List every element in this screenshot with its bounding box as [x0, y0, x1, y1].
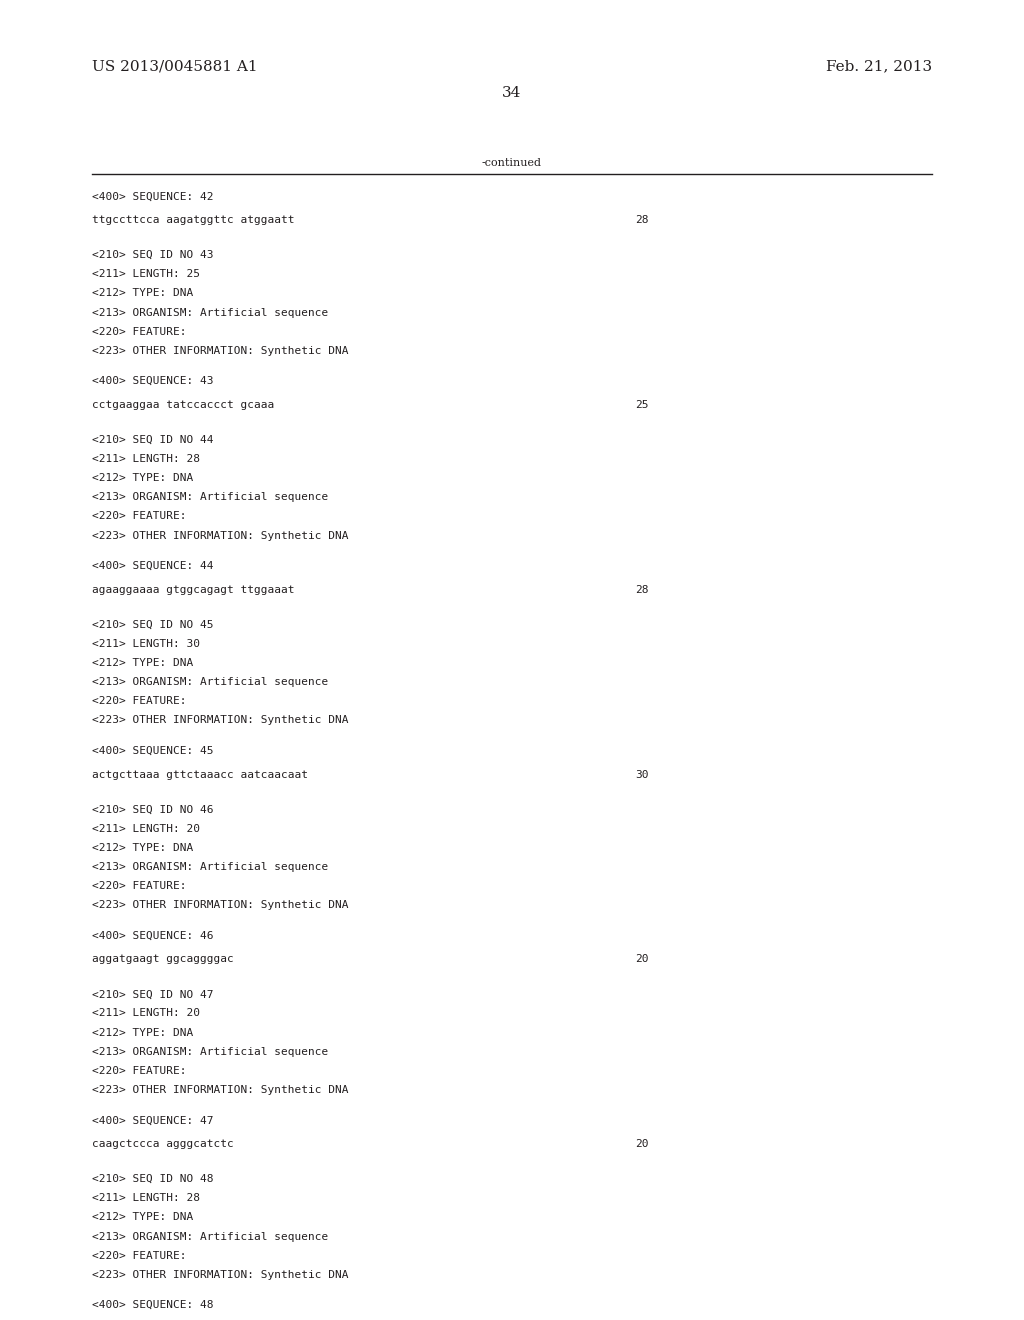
Text: aggatgaagt ggcaggggac: aggatgaagt ggcaggggac [92, 954, 233, 965]
Text: <223> OTHER INFORMATION: Synthetic DNA: <223> OTHER INFORMATION: Synthetic DNA [92, 1270, 348, 1280]
Text: <220> FEATURE:: <220> FEATURE: [92, 1065, 186, 1076]
Text: <213> ORGANISM: Artificial sequence: <213> ORGANISM: Artificial sequence [92, 1232, 329, 1242]
Text: <400> SEQUENCE: 44: <400> SEQUENCE: 44 [92, 561, 214, 572]
Text: <212> TYPE: DNA: <212> TYPE: DNA [92, 1212, 194, 1222]
Text: <210> SEQ ID NO 44: <210> SEQ ID NO 44 [92, 434, 214, 445]
Text: -continued: -continued [482, 158, 542, 169]
Text: <212> TYPE: DNA: <212> TYPE: DNA [92, 288, 194, 298]
Text: <213> ORGANISM: Artificial sequence: <213> ORGANISM: Artificial sequence [92, 677, 329, 688]
Text: <213> ORGANISM: Artificial sequence: <213> ORGANISM: Artificial sequence [92, 308, 329, 318]
Text: <223> OTHER INFORMATION: Synthetic DNA: <223> OTHER INFORMATION: Synthetic DNA [92, 715, 348, 726]
Text: 20: 20 [635, 954, 648, 965]
Text: <211> LENGTH: 30: <211> LENGTH: 30 [92, 639, 200, 649]
Text: <223> OTHER INFORMATION: Synthetic DNA: <223> OTHER INFORMATION: Synthetic DNA [92, 346, 348, 356]
Text: caagctccca agggcatctc: caagctccca agggcatctc [92, 1139, 233, 1150]
Text: 34: 34 [503, 86, 521, 100]
Text: <220> FEATURE:: <220> FEATURE: [92, 326, 186, 337]
Text: <212> TYPE: DNA: <212> TYPE: DNA [92, 473, 194, 483]
Text: <213> ORGANISM: Artificial sequence: <213> ORGANISM: Artificial sequence [92, 862, 329, 873]
Text: <210> SEQ ID NO 47: <210> SEQ ID NO 47 [92, 989, 214, 999]
Text: <223> OTHER INFORMATION: Synthetic DNA: <223> OTHER INFORMATION: Synthetic DNA [92, 1085, 348, 1096]
Text: <212> TYPE: DNA: <212> TYPE: DNA [92, 842, 194, 853]
Text: 28: 28 [635, 215, 648, 226]
Text: US 2013/0045881 A1: US 2013/0045881 A1 [92, 59, 258, 74]
Text: <210> SEQ ID NO 45: <210> SEQ ID NO 45 [92, 619, 214, 630]
Text: <211> LENGTH: 28: <211> LENGTH: 28 [92, 454, 200, 465]
Text: <223> OTHER INFORMATION: Synthetic DNA: <223> OTHER INFORMATION: Synthetic DNA [92, 900, 348, 911]
Text: <211> LENGTH: 20: <211> LENGTH: 20 [92, 824, 200, 834]
Text: <213> ORGANISM: Artificial sequence: <213> ORGANISM: Artificial sequence [92, 1047, 329, 1057]
Text: <211> LENGTH: 20: <211> LENGTH: 20 [92, 1008, 200, 1019]
Text: cctgaaggaa tatccaccct gcaaa: cctgaaggaa tatccaccct gcaaa [92, 400, 274, 411]
Text: <213> ORGANISM: Artificial sequence: <213> ORGANISM: Artificial sequence [92, 492, 329, 503]
Text: <210> SEQ ID NO 46: <210> SEQ ID NO 46 [92, 804, 214, 814]
Text: <400> SEQUENCE: 48: <400> SEQUENCE: 48 [92, 1300, 214, 1311]
Text: <400> SEQUENCE: 42: <400> SEQUENCE: 42 [92, 191, 214, 202]
Text: <400> SEQUENCE: 46: <400> SEQUENCE: 46 [92, 931, 214, 941]
Text: <220> FEATURE:: <220> FEATURE: [92, 511, 186, 521]
Text: <212> TYPE: DNA: <212> TYPE: DNA [92, 657, 194, 668]
Text: Feb. 21, 2013: Feb. 21, 2013 [825, 59, 932, 74]
Text: actgcttaaa gttctaaacc aatcaacaat: actgcttaaa gttctaaacc aatcaacaat [92, 770, 308, 780]
Text: <400> SEQUENCE: 47: <400> SEQUENCE: 47 [92, 1115, 214, 1126]
Text: agaaggaaaa gtggcagagt ttggaaat: agaaggaaaa gtggcagagt ttggaaat [92, 585, 295, 595]
Text: <220> FEATURE:: <220> FEATURE: [92, 1250, 186, 1261]
Text: <210> SEQ ID NO 48: <210> SEQ ID NO 48 [92, 1173, 214, 1184]
Text: 30: 30 [635, 770, 648, 780]
Text: <210> SEQ ID NO 43: <210> SEQ ID NO 43 [92, 251, 214, 260]
Text: <212> TYPE: DNA: <212> TYPE: DNA [92, 1027, 194, 1038]
Text: <220> FEATURE:: <220> FEATURE: [92, 880, 186, 891]
Text: <223> OTHER INFORMATION: Synthetic DNA: <223> OTHER INFORMATION: Synthetic DNA [92, 531, 348, 541]
Text: 25: 25 [635, 400, 648, 411]
Text: <400> SEQUENCE: 45: <400> SEQUENCE: 45 [92, 746, 214, 756]
Text: <220> FEATURE:: <220> FEATURE: [92, 696, 186, 706]
Text: <400> SEQUENCE: 43: <400> SEQUENCE: 43 [92, 376, 214, 387]
Text: 28: 28 [635, 585, 648, 595]
Text: <211> LENGTH: 25: <211> LENGTH: 25 [92, 269, 200, 280]
Text: 20: 20 [635, 1139, 648, 1150]
Text: <211> LENGTH: 28: <211> LENGTH: 28 [92, 1193, 200, 1204]
Text: ttgccttcca aagatggttc atggaatt: ttgccttcca aagatggttc atggaatt [92, 215, 295, 226]
